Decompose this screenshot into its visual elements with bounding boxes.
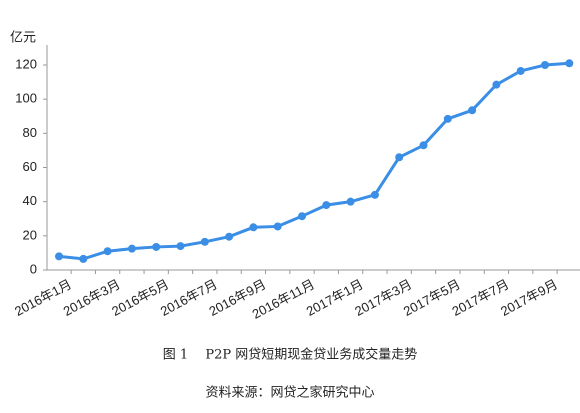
point (468, 106, 477, 115)
point (127, 244, 136, 253)
y-tick-label: 60 (23, 159, 37, 174)
y-tick-label: 40 (23, 193, 37, 208)
y-tick-label: 100 (15, 91, 37, 106)
point (322, 201, 331, 210)
point (103, 247, 112, 256)
point (443, 114, 452, 123)
point (419, 141, 428, 150)
point (492, 80, 501, 89)
point (273, 222, 282, 231)
point (79, 254, 88, 263)
point (249, 223, 258, 232)
point (225, 232, 234, 241)
point (176, 242, 185, 251)
source: 资料来源：网贷之家研究中心 (205, 385, 374, 401)
point (370, 190, 379, 199)
point (541, 61, 549, 69)
point (55, 252, 63, 261)
y-tick-label: 120 (15, 56, 37, 71)
y-tick-label: 80 (23, 125, 37, 140)
point (346, 197, 355, 206)
y-unit: 亿元 (10, 29, 36, 44)
y-tick-label: 20 (23, 227, 37, 242)
series-line (58, 61, 570, 261)
point (565, 59, 574, 68)
point (200, 237, 209, 246)
point (395, 153, 404, 162)
point (152, 242, 161, 251)
y-tick-label: 0 (30, 261, 37, 276)
point (516, 66, 525, 75)
point (298, 212, 306, 221)
caption: 图 1 P2P 网贷短期现金贷业务成交量走势 (163, 347, 417, 363)
